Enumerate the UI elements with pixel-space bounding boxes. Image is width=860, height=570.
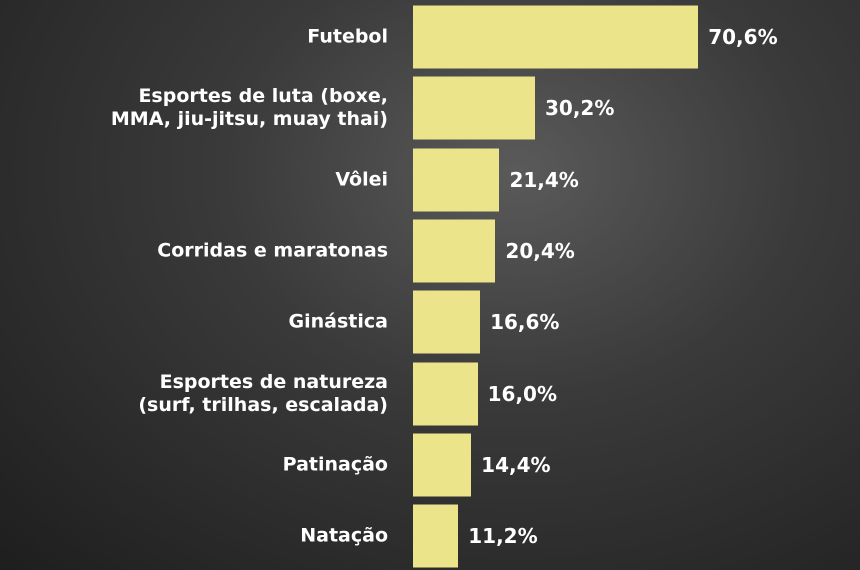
bar	[413, 219, 496, 283]
bar	[413, 433, 472, 497]
bar	[413, 76, 535, 140]
bar	[413, 290, 481, 354]
bar	[413, 5, 699, 69]
category-label: Natação	[300, 524, 388, 547]
bar	[413, 362, 478, 425]
value-label: 70,6%	[708, 25, 778, 49]
category-label: Corridas e maratonas	[157, 239, 388, 262]
bar	[413, 148, 500, 212]
value-label: 11,2%	[468, 524, 538, 549]
category-label: Ginástica	[288, 310, 388, 333]
value-label: 14,4%	[481, 452, 551, 477]
category-label: Esportes de natureza (surf, trilhas, esc…	[138, 370, 388, 416]
category-label: Vôlei	[335, 168, 388, 191]
category-label: Patinação	[282, 453, 388, 476]
value-label: 20,4%	[505, 238, 575, 263]
value-label: 16,0%	[487, 381, 558, 406]
value-label: 21,4%	[509, 167, 579, 192]
value-label: 16,6%	[490, 310, 560, 335]
category-label: Esportes de luta (boxe, MMA, jiu-jitsu, …	[110, 85, 388, 131]
category-label: Futebol	[307, 25, 388, 48]
bar	[413, 504, 459, 568]
value-label: 30,2%	[545, 96, 615, 121]
